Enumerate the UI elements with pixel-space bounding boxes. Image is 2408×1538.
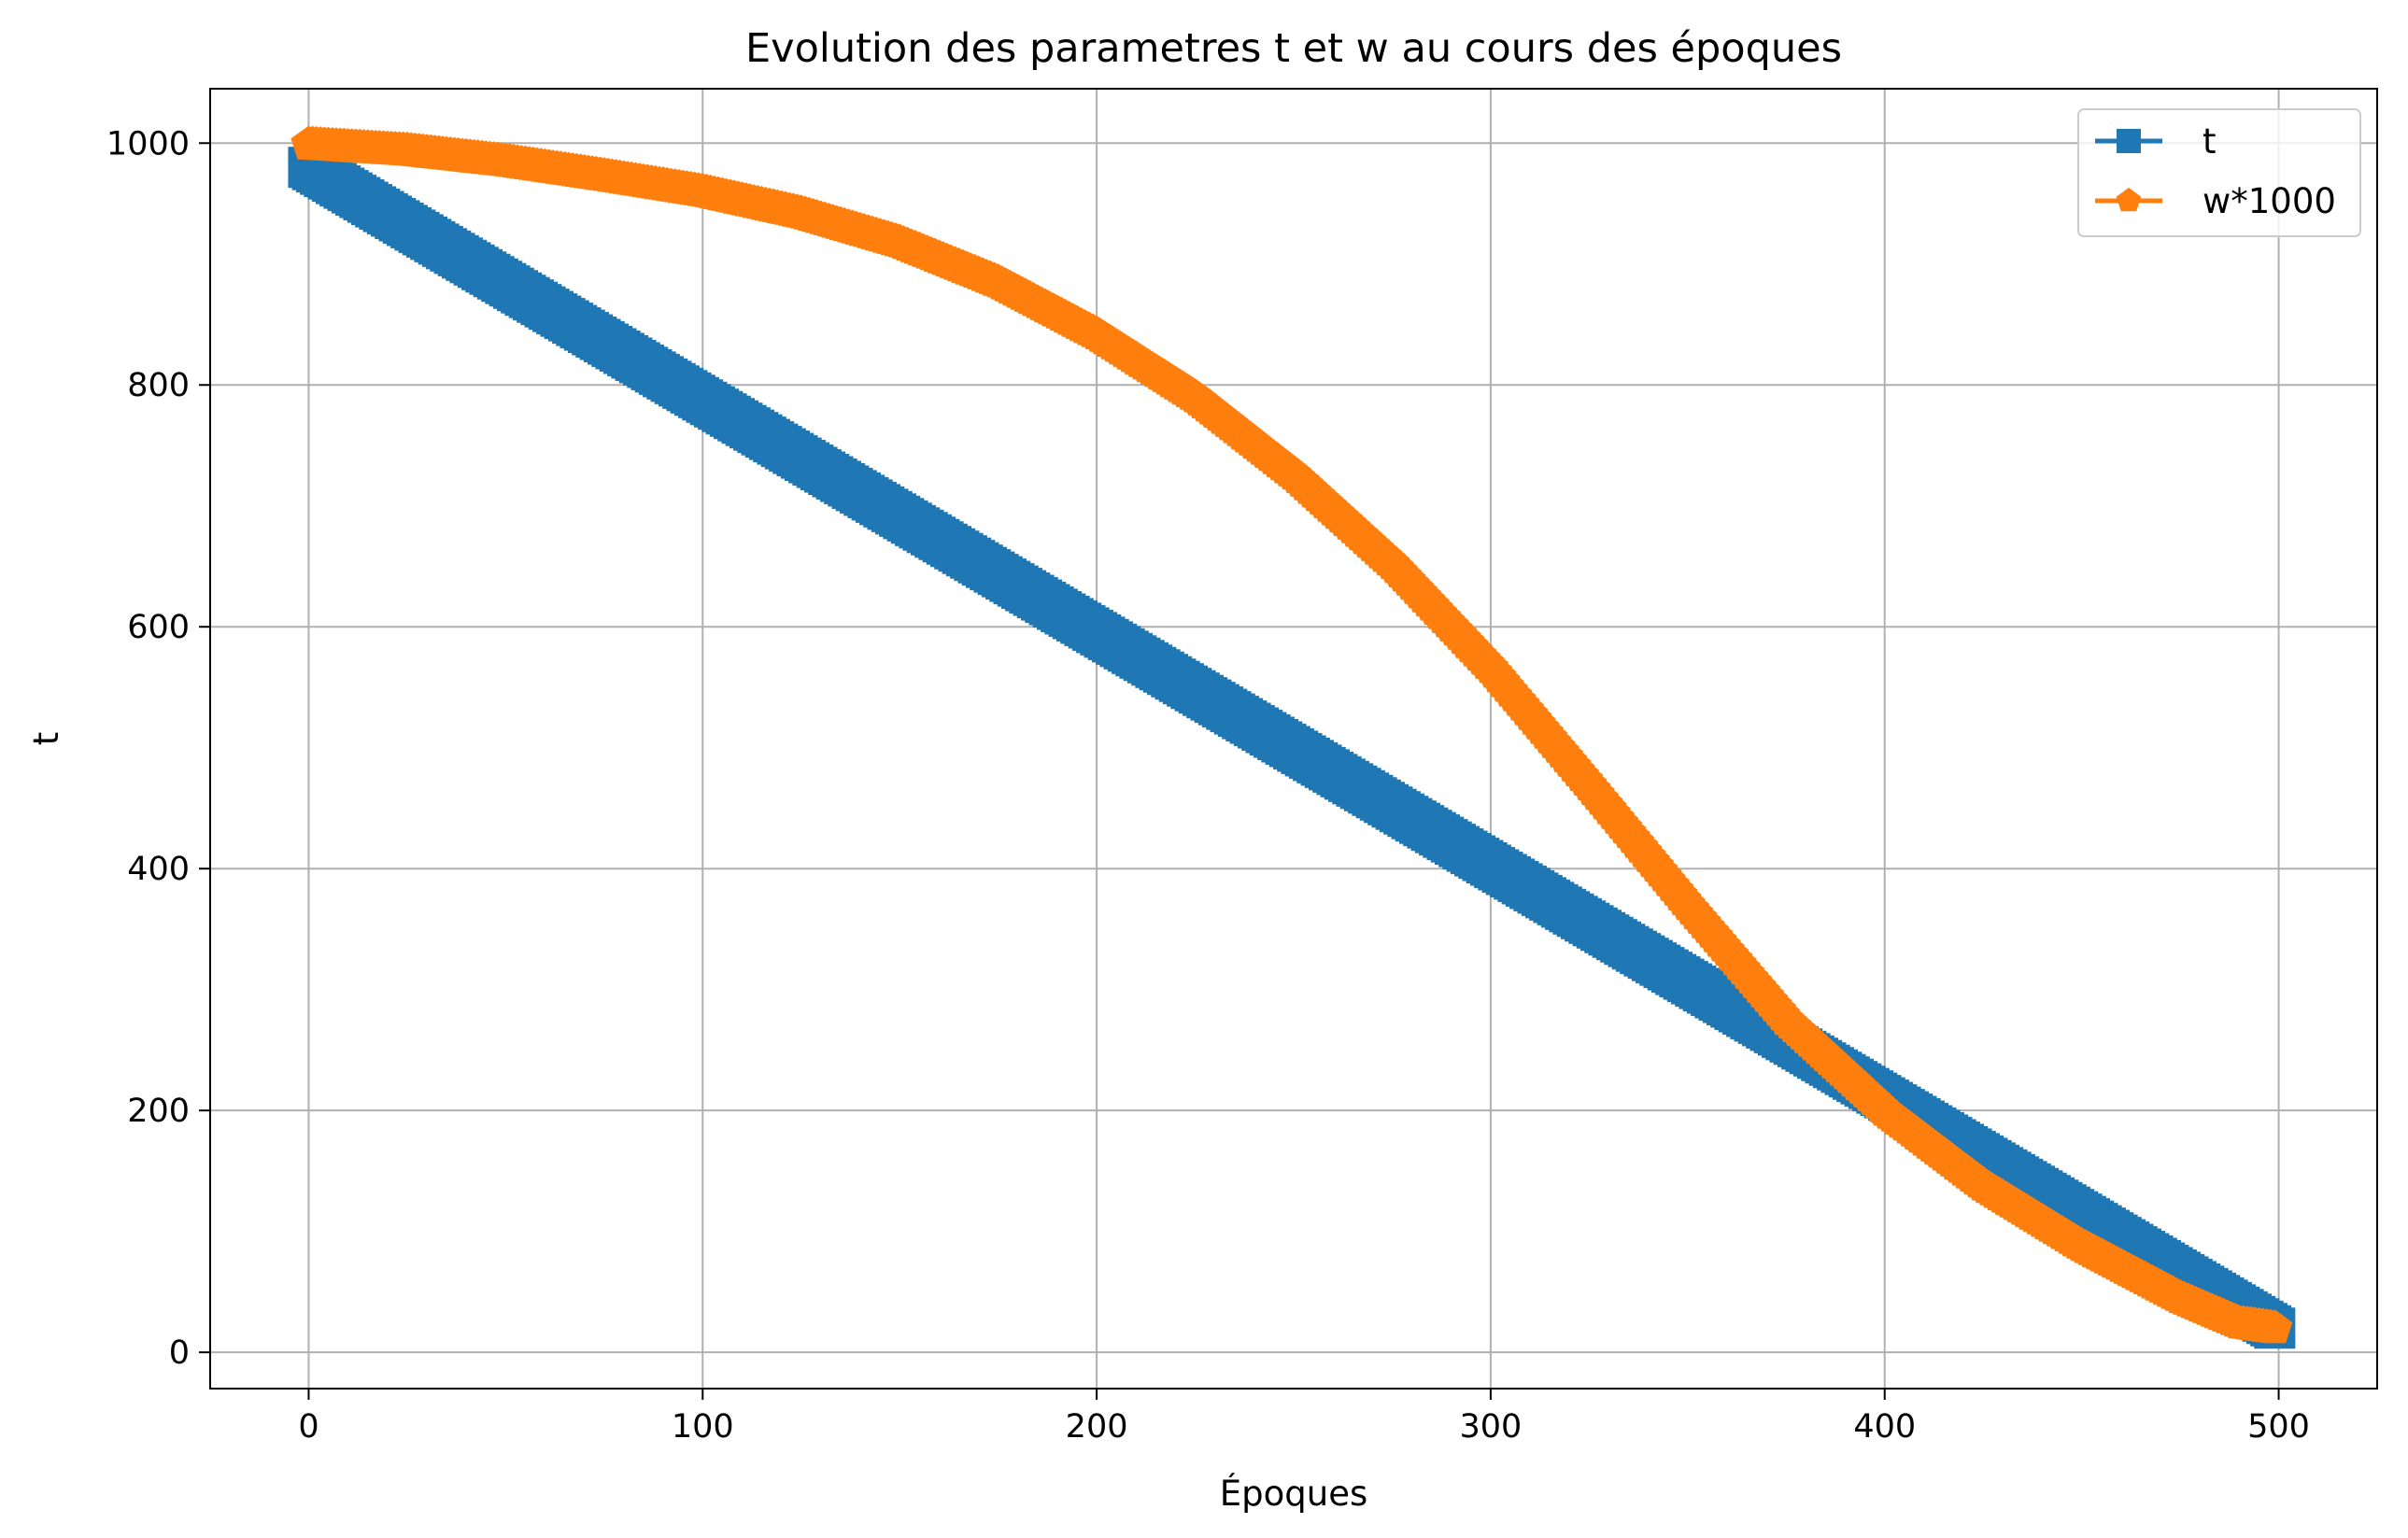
series-w bbox=[290, 125, 2293, 1344]
plot-frame bbox=[209, 88, 2378, 1390]
x-axis: 0 100 200 300 400 500 bbox=[298, 1389, 2310, 1446]
y-tick-label: 200 bbox=[127, 1093, 190, 1130]
y-tick-label: 600 bbox=[127, 609, 190, 646]
x-axis-label: Époques bbox=[1220, 1473, 1367, 1514]
y-axis-label: t bbox=[26, 732, 66, 746]
chart-title: Evolution des parametres t et w au cours… bbox=[745, 25, 1842, 72]
x-tick-label: 200 bbox=[1066, 1408, 1128, 1446]
grid bbox=[210, 89, 2377, 1389]
x-tick-label: 500 bbox=[2247, 1408, 2310, 1446]
x-tick-label: 100 bbox=[672, 1408, 734, 1446]
x-tick-label: 0 bbox=[298, 1408, 319, 1446]
legend-label: w*1000 bbox=[2203, 181, 2336, 221]
x-tick-label: 400 bbox=[1853, 1408, 1916, 1446]
data-point bbox=[2257, 1309, 2293, 1344]
legend: t w*1000 bbox=[2077, 108, 2361, 237]
y-axis: 0 200 400 600 800 1000 bbox=[106, 125, 210, 1372]
y-tick-label: 1000 bbox=[106, 125, 190, 162]
legend-item: w*1000 bbox=[2095, 181, 2336, 221]
legend-marker bbox=[2116, 188, 2142, 212]
x-tick-label: 300 bbox=[1460, 1408, 1523, 1446]
legend-item: t bbox=[2095, 121, 2217, 162]
legend-marker bbox=[2117, 129, 2141, 153]
legend-label: t bbox=[2203, 121, 2217, 162]
y-tick-label: 800 bbox=[127, 367, 190, 404]
series-t bbox=[288, 147, 2296, 1349]
y-tick-label: 400 bbox=[127, 851, 190, 888]
series-layer bbox=[288, 125, 2296, 1349]
y-tick-label: 0 bbox=[169, 1334, 190, 1372]
